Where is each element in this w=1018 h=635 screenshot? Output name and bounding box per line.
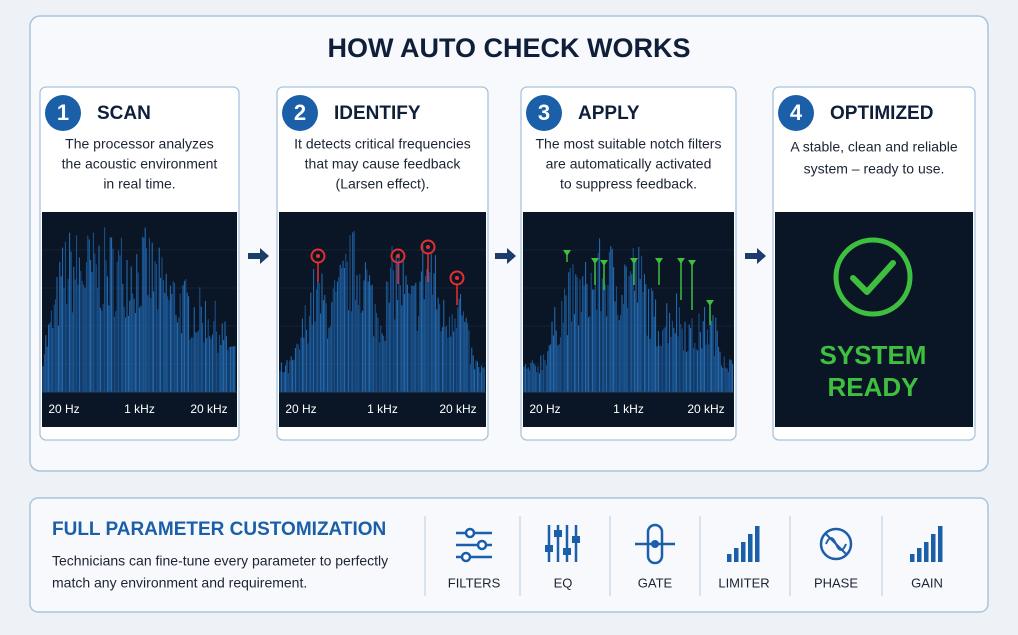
notch-arrow xyxy=(600,260,608,266)
tool-label: FILTERS xyxy=(448,575,501,590)
step-text: in real time. xyxy=(103,176,175,192)
tool-label: EQ xyxy=(554,575,573,590)
icon xyxy=(572,536,580,543)
customization-text: Technicians can fine-tune every paramete… xyxy=(52,553,388,569)
icon xyxy=(931,534,936,562)
step-text: to suppress feedback. xyxy=(560,176,697,192)
icon xyxy=(819,527,853,561)
feedback-marker xyxy=(390,248,406,264)
step-title: SCAN xyxy=(97,103,151,124)
axis-label: 20 kHz xyxy=(439,402,476,416)
axis-label: 20 kHz xyxy=(190,402,227,416)
icon xyxy=(924,542,929,562)
icon xyxy=(651,540,659,548)
icon xyxy=(727,554,732,562)
step-text: that may cause feedback xyxy=(305,156,462,172)
feedback-dot xyxy=(426,245,430,249)
main-panel xyxy=(29,15,989,472)
icon xyxy=(545,545,553,552)
main-title: HOW AUTO CHECK WORKS xyxy=(328,33,691,63)
axis-label: 1 kHz xyxy=(613,402,644,416)
status-text: READY xyxy=(827,372,918,402)
axis-label: 20 Hz xyxy=(529,402,560,416)
icon xyxy=(563,548,571,555)
step-text: the acoustic environment xyxy=(62,156,218,172)
axis-label: 1 kHz xyxy=(124,402,155,416)
step-text: system – ready to use. xyxy=(804,161,945,177)
customization-title: FULL PARAMETER CUSTOMIZATION xyxy=(52,519,386,540)
notch-arrow xyxy=(591,258,599,264)
step-arrow xyxy=(495,248,516,264)
step-text: (Larsen effect). xyxy=(336,176,430,192)
notch-arrow xyxy=(563,250,571,256)
tool-label: GATE xyxy=(638,575,673,590)
step-text: are automatically activated xyxy=(546,156,712,172)
step-badge xyxy=(282,95,318,131)
notch-arrow xyxy=(630,258,638,264)
icon xyxy=(748,534,753,562)
tool-label: PHASE xyxy=(814,575,858,590)
icon xyxy=(476,539,488,551)
notch-arrow xyxy=(655,258,663,264)
icon xyxy=(554,530,562,537)
axis-label: 20 Hz xyxy=(48,402,79,416)
step-text: It detects critical frequencies xyxy=(294,136,471,152)
feedback-dot xyxy=(455,276,459,280)
feedback-marker xyxy=(420,239,436,255)
feedback-dot xyxy=(396,254,400,258)
notch-arrow xyxy=(706,300,714,306)
step-number: 4 xyxy=(790,100,803,125)
step-number: 2 xyxy=(294,100,306,125)
icon xyxy=(938,526,943,562)
step-title: APPLY xyxy=(578,103,640,124)
feedback-marker xyxy=(310,248,326,264)
tool-label: GAIN xyxy=(911,575,943,590)
check-circle xyxy=(833,237,913,317)
feedback-marker xyxy=(449,270,465,286)
step-text: The processor analyzes xyxy=(65,136,214,152)
icon xyxy=(464,527,476,539)
icon xyxy=(755,526,760,562)
step-title: IDENTIFY xyxy=(334,103,421,124)
icon xyxy=(741,542,746,562)
icon xyxy=(917,548,922,562)
axis-label: 20 kHz xyxy=(687,402,724,416)
feedback-dot xyxy=(316,254,320,258)
step-badge xyxy=(778,95,814,131)
display xyxy=(775,212,973,427)
customization-panel xyxy=(29,497,989,613)
step-badge xyxy=(45,95,81,131)
axis-label: 20 Hz xyxy=(285,402,316,416)
step-number: 1 xyxy=(57,100,69,125)
step-arrow xyxy=(248,248,269,264)
status-text: SYSTEM xyxy=(820,340,927,370)
tool-label: LIMITER xyxy=(718,575,769,590)
step-badge xyxy=(526,95,562,131)
step-arrow xyxy=(745,248,766,264)
check-mark xyxy=(850,260,896,295)
icon xyxy=(825,533,847,555)
notch-arrow xyxy=(677,258,685,264)
step-text: The most suitable notch filters xyxy=(536,136,722,152)
icon xyxy=(910,554,915,562)
notch-arrow xyxy=(688,260,696,266)
customization-text: match any environment and requirement. xyxy=(52,575,307,591)
icon xyxy=(734,548,739,562)
icon xyxy=(460,551,472,563)
axis-label: 1 kHz xyxy=(367,402,398,416)
step-title: OPTIMIZED xyxy=(830,103,933,124)
step-text: A stable, clean and reliable xyxy=(790,139,958,155)
step-number: 3 xyxy=(538,100,550,125)
